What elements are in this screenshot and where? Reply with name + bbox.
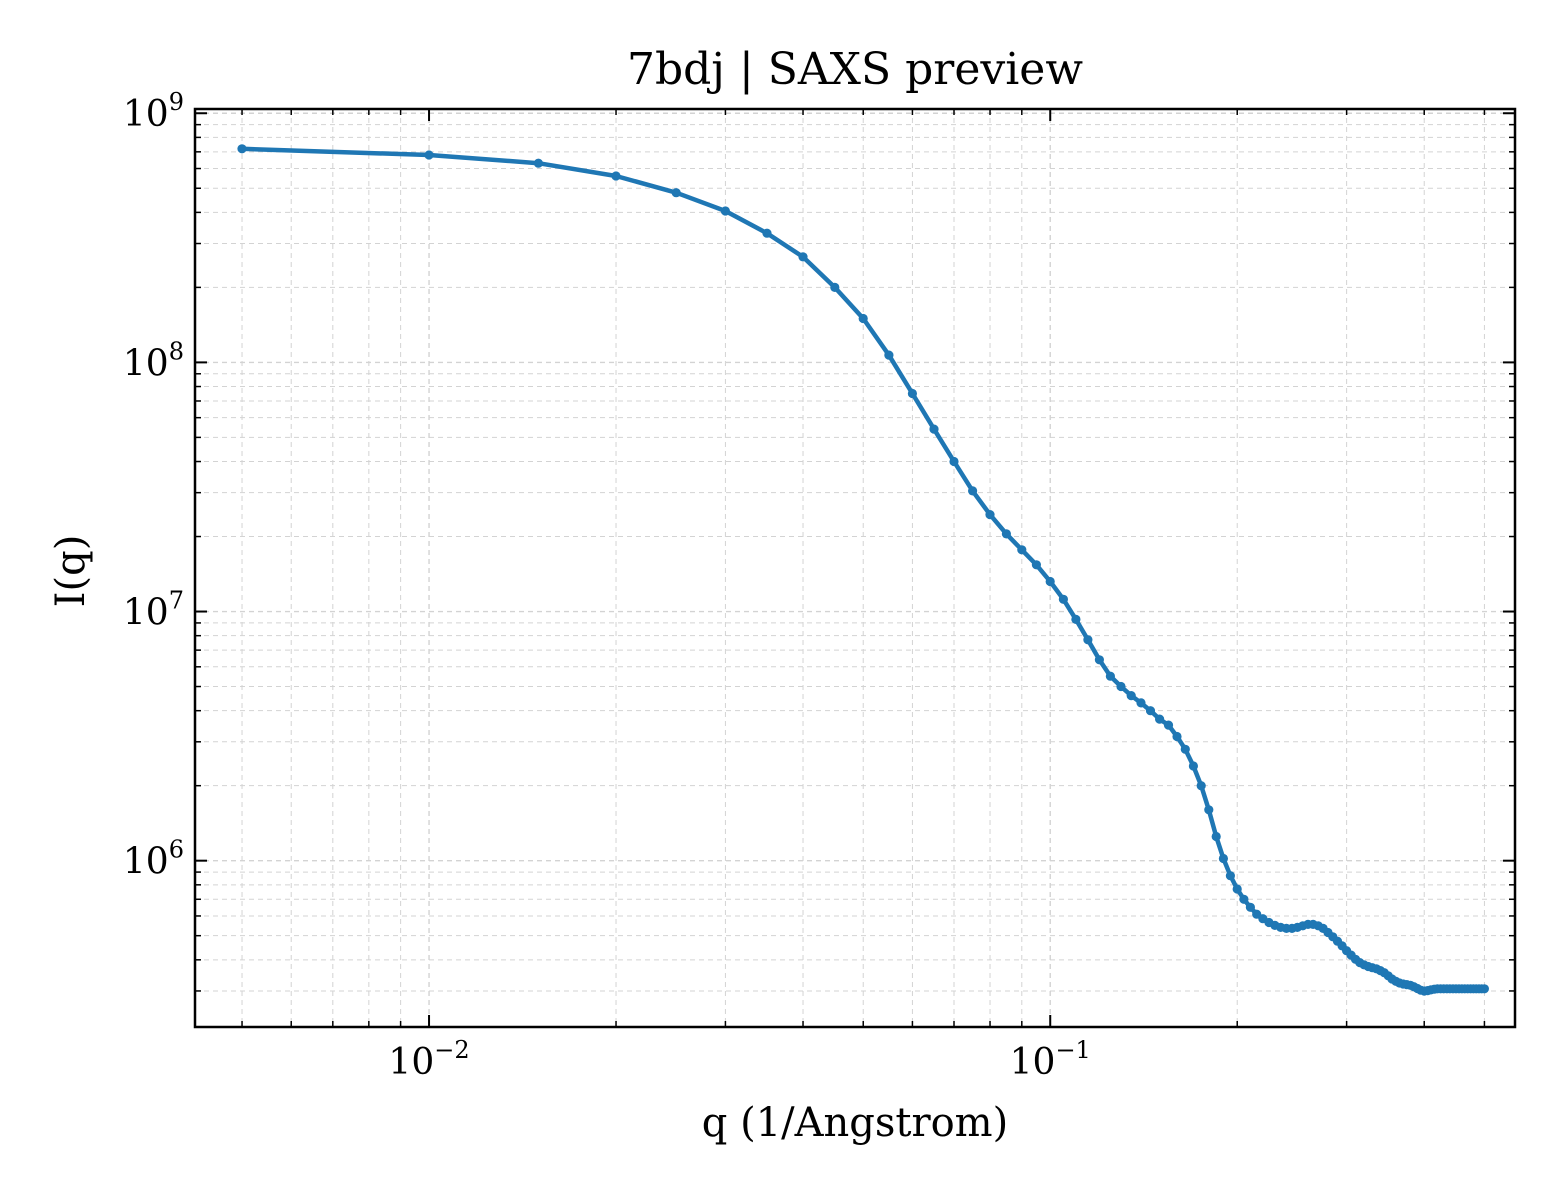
data-point	[1479, 984, 1489, 994]
grid-minor-lines	[195, 109, 1515, 1027]
chart-title: 7bdj | SAXS preview	[627, 44, 1083, 95]
data-point	[424, 150, 434, 160]
y-axis-label: I(q)	[48, 535, 94, 608]
data-point	[1017, 545, 1027, 555]
axis-ticks	[195, 109, 1515, 1027]
data-point	[1083, 635, 1093, 645]
data-point	[1136, 698, 1146, 708]
x-tick-label-exponent: −1	[1055, 1036, 1090, 1064]
data-point	[1094, 655, 1104, 665]
data-point	[798, 252, 808, 262]
x-tick-label-exponent: −2	[434, 1036, 469, 1064]
y-tick-label-base: 10	[123, 593, 169, 634]
data-point	[985, 509, 995, 520]
data-point	[1001, 529, 1012, 539]
data-point	[1155, 714, 1165, 724]
data-point	[929, 424, 939, 434]
data-point	[1196, 781, 1206, 791]
data-point	[1204, 805, 1214, 815]
y-tick-label-base: 10	[123, 343, 169, 384]
plot-frame	[193, 107, 1517, 1029]
data-point	[1145, 706, 1156, 716]
x-tick-label: 10−1	[1010, 1036, 1091, 1083]
y-tick-label-exponent: 9	[169, 88, 184, 116]
y-tick-label: 108	[123, 337, 184, 384]
data-point	[1163, 720, 1174, 730]
data-point	[907, 388, 918, 399]
data-point	[533, 158, 544, 168]
data-point	[1172, 731, 1182, 742]
data-point	[762, 228, 772, 238]
x-axis-label: q (1/Angstrom)	[702, 1100, 1008, 1146]
data-point	[1225, 871, 1235, 881]
y-tick-label-exponent: 7	[169, 587, 184, 615]
data-point	[1126, 691, 1136, 701]
data-point	[884, 350, 894, 360]
data-point	[949, 456, 959, 467]
data-point	[1180, 744, 1190, 754]
data-point	[1071, 614, 1081, 625]
x-tick-label-base: 10	[1010, 1042, 1056, 1083]
y-tick-label-base: 10	[123, 842, 169, 883]
y-tick-label-exponent: 8	[169, 337, 184, 365]
grid-major-lines	[195, 109, 1515, 1027]
data-point	[611, 171, 621, 181]
data-point	[1031, 560, 1041, 570]
data-point	[1218, 853, 1228, 864]
data-point	[1045, 576, 1055, 587]
data-point	[830, 282, 840, 292]
data-point	[858, 313, 868, 324]
y-tick-label-base: 10	[123, 94, 169, 135]
x-tick-label: 10−2	[388, 1036, 469, 1083]
data-point	[1058, 594, 1068, 604]
y-tick-label: 106	[123, 836, 184, 883]
data-point	[1188, 761, 1198, 771]
data-point	[1105, 671, 1115, 681]
data-point	[1239, 894, 1249, 904]
series-layer	[237, 144, 1489, 996]
data-point	[237, 144, 247, 154]
data-point	[1232, 884, 1242, 894]
y-tick-label: 109	[123, 88, 184, 135]
data-point	[968, 486, 978, 496]
data-point	[720, 206, 731, 216]
x-tick-label-base: 10	[388, 1042, 434, 1083]
data-point	[1116, 681, 1126, 692]
data-point	[671, 188, 681, 198]
y-tick-label-exponent: 6	[169, 836, 184, 864]
y-tick-label: 107	[123, 587, 184, 634]
data-point	[1245, 902, 1255, 912]
data-point	[1211, 831, 1221, 842]
